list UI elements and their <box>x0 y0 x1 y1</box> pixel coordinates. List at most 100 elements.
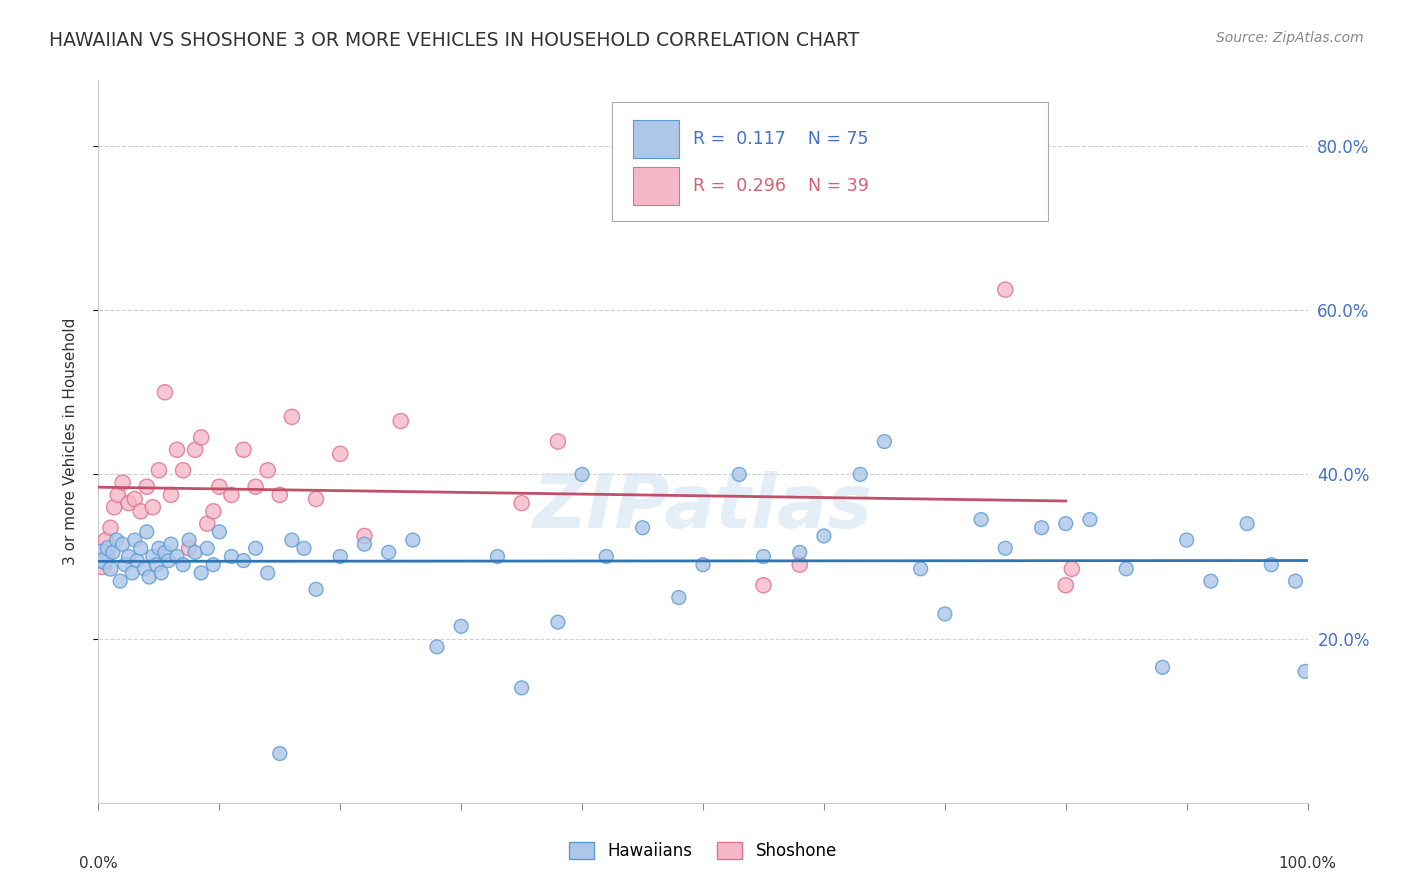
Point <box>994 541 1017 556</box>
Point <box>728 467 751 482</box>
Point <box>190 566 212 580</box>
Point <box>172 558 194 572</box>
Point <box>142 549 165 564</box>
FancyBboxPatch shape <box>633 120 679 158</box>
Point <box>121 566 143 580</box>
Point <box>153 385 176 400</box>
Point <box>166 549 188 564</box>
Point <box>148 541 170 556</box>
Point <box>510 496 533 510</box>
Point <box>305 491 328 506</box>
FancyBboxPatch shape <box>633 167 679 204</box>
Point <box>245 541 267 556</box>
Point <box>970 512 993 526</box>
Point <box>124 491 146 506</box>
Point <box>595 549 617 564</box>
Point <box>93 553 115 567</box>
Point <box>269 747 291 761</box>
Point <box>292 541 315 556</box>
Legend: Hawaiians, Shoshone: Hawaiians, Shoshone <box>562 835 844 867</box>
Point <box>910 562 932 576</box>
Point <box>329 549 352 564</box>
Point <box>245 480 267 494</box>
Point <box>100 562 122 576</box>
Point <box>184 442 207 457</box>
Point <box>547 615 569 630</box>
Point <box>1152 660 1174 674</box>
Point <box>135 524 157 539</box>
Text: Source: ZipAtlas.com: Source: ZipAtlas.com <box>1216 31 1364 45</box>
Point <box>111 537 134 551</box>
Point <box>1115 562 1137 576</box>
Point <box>118 496 141 510</box>
Point <box>127 553 149 567</box>
Point <box>510 681 533 695</box>
Point <box>138 570 160 584</box>
Point <box>1054 578 1077 592</box>
Point <box>129 541 152 556</box>
Point <box>184 545 207 559</box>
Point <box>1294 665 1316 679</box>
Point <box>153 545 176 559</box>
Point <box>208 480 231 494</box>
Point <box>1284 574 1306 588</box>
Point <box>873 434 896 449</box>
Point <box>221 549 243 564</box>
Point <box>571 467 593 482</box>
Point <box>389 414 412 428</box>
Text: HAWAIIAN VS SHOSHONE 3 OR MORE VEHICLES IN HOUSEHOLD CORRELATION CHART: HAWAIIAN VS SHOSHONE 3 OR MORE VEHICLES … <box>49 31 859 50</box>
Point <box>94 533 117 547</box>
Point <box>100 521 122 535</box>
Point <box>1236 516 1258 531</box>
Point <box>426 640 449 654</box>
Point <box>160 537 183 551</box>
Point <box>91 549 114 564</box>
Point <box>148 463 170 477</box>
Point <box>135 480 157 494</box>
Point <box>281 409 304 424</box>
Point <box>202 504 225 518</box>
Point <box>329 447 352 461</box>
Point <box>377 545 399 559</box>
Point <box>305 582 328 597</box>
Point <box>114 558 136 572</box>
Point <box>160 488 183 502</box>
Point <box>1199 574 1222 588</box>
Point <box>1031 521 1053 535</box>
Point <box>172 463 194 477</box>
Point <box>1260 558 1282 572</box>
Point <box>195 516 218 531</box>
Point <box>256 463 278 477</box>
Point <box>232 553 254 567</box>
Point <box>105 533 128 547</box>
Point <box>353 537 375 551</box>
Point <box>547 434 569 449</box>
Point <box>281 533 304 547</box>
Text: R =  0.117    N = 75: R = 0.117 N = 75 <box>693 130 869 148</box>
Y-axis label: 3 or more Vehicles in Household: 3 or more Vehicles in Household <box>63 318 77 566</box>
Text: 0.0%: 0.0% <box>79 856 118 871</box>
Point <box>486 549 509 564</box>
Point <box>1078 512 1101 526</box>
Point <box>752 578 775 592</box>
Point <box>450 619 472 633</box>
Point <box>166 442 188 457</box>
Point <box>179 541 201 556</box>
Point <box>1054 516 1077 531</box>
Point <box>103 500 125 515</box>
Point <box>1060 562 1083 576</box>
Point <box>353 529 375 543</box>
Point <box>118 549 141 564</box>
Point <box>232 442 254 457</box>
Point <box>256 566 278 580</box>
Point <box>934 607 956 621</box>
Point <box>157 553 180 567</box>
Point <box>124 533 146 547</box>
Point <box>752 549 775 564</box>
Point <box>631 521 654 535</box>
Point <box>101 545 124 559</box>
Point <box>91 558 114 572</box>
Point <box>107 488 129 502</box>
Point <box>179 533 201 547</box>
Point <box>813 529 835 543</box>
